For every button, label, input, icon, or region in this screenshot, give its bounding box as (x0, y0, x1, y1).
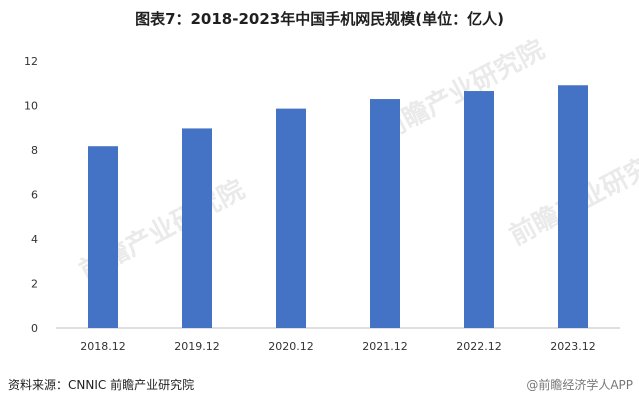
y-tick-label: 12 (24, 55, 38, 68)
bar (276, 108, 306, 329)
y-tick-label: 2 (31, 278, 38, 291)
x-tick-label: 2023.12 (550, 340, 596, 353)
x-tick-label: 2019.12 (174, 340, 220, 353)
x-tick-label: 2022.12 (456, 340, 502, 353)
bars (88, 85, 588, 329)
bar (370, 99, 400, 328)
y-tick-label: 10 (24, 100, 38, 113)
x-tick-label: 2018.12 (80, 340, 126, 353)
chart-title: 图表7：2018-2023年中国手机网民规模(单位：亿人) (135, 10, 504, 28)
y-tick-label: 0 (31, 322, 38, 335)
bar (182, 128, 212, 328)
x-tick-label: 2021.12 (362, 340, 408, 353)
y-tick-label: 4 (31, 233, 38, 246)
y-axis: 0 2 4 6 8 10 12 (24, 55, 38, 335)
bar (558, 85, 588, 328)
source-note: 资料来源：CNNIC 前瞻产业研究院 (8, 378, 195, 392)
bar (88, 146, 118, 328)
bar (464, 91, 494, 328)
y-tick-label: 6 (31, 189, 38, 202)
x-tick-label: 2020.12 (268, 340, 314, 353)
brand-credit: @前瞻经济学人APP (526, 378, 633, 392)
y-tick-label: 8 (31, 144, 38, 157)
x-axis: 2018.12 2019.12 2020.12 2021.12 2022.12 2023.… (80, 340, 596, 353)
